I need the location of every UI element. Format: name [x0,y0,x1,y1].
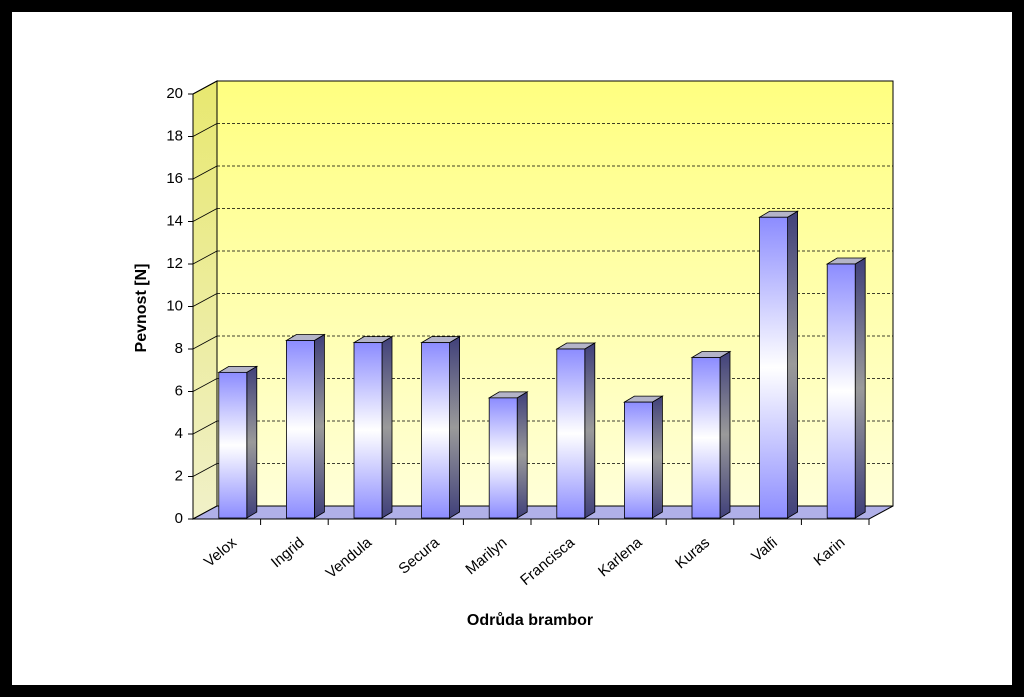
grid-line-side [192,463,218,477]
bar [691,357,721,519]
bar [353,342,383,519]
bar-side [381,335,393,519]
y-tick-label: 2 [175,467,183,484]
bar-side [313,333,325,519]
y-tick-label: 12 [166,255,183,272]
bar-side [449,335,461,519]
y-tick-label: 8 [175,340,183,357]
bar [218,371,248,519]
y-tick-label: 4 [175,425,183,442]
grid-line-side [192,420,218,435]
y-tick-label: 18 [166,127,183,144]
grid-line-side [192,123,218,137]
grid-line-side [192,250,218,265]
bar-side [516,391,528,519]
y-tick-label: 10 [166,297,183,314]
grid-line-side [192,80,218,95]
bar-side [584,342,596,519]
bar-side [246,365,258,519]
bar [759,216,788,519]
bar-side [854,257,866,519]
y-axis-title: Pevnost [N] [133,264,150,353]
y-tick-label: 14 [166,212,183,229]
y-tick-label: 0 [175,510,183,527]
bar [624,401,653,519]
bar [285,340,315,519]
bar-side [719,350,731,519]
bar [488,397,518,519]
grid-line-side [192,208,218,222]
grid-line-side [192,335,218,350]
y-tick-label: 16 [166,170,183,187]
y-tick-label: 20 [166,85,183,102]
y-tick-label: 6 [175,382,183,399]
bar [826,263,856,519]
grid-line-side [192,293,218,307]
bar [421,342,451,519]
x-axis-title: Odrůda brambor [467,612,593,629]
bar-side [652,395,663,519]
grid-line-side [192,378,218,392]
bar-side [787,210,798,519]
bar [556,348,586,519]
grid-line-side [192,165,218,180]
